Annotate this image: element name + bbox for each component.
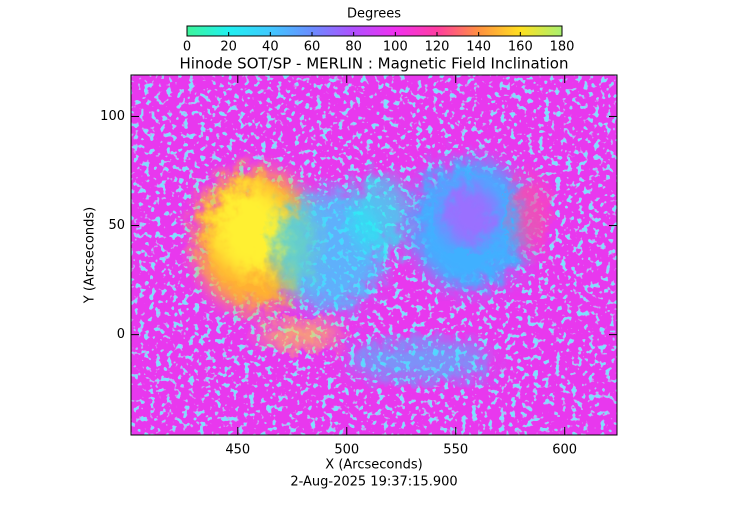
colorbar-tick-label: 160 [508,40,533,55]
colorbar-tick-label: 80 [345,40,362,55]
colorbar-tick-label: 0 [183,40,191,55]
colorbar-tick-label: 100 [383,40,408,55]
plot-frame [130,74,618,436]
x-tick-label: 450 [225,443,250,458]
colorbar-tick-label: 140 [466,40,491,55]
y-axis-title: Y (Arcseconds) [83,207,98,304]
x-tick-label: 550 [443,443,468,458]
colorbar-tick-label: 20 [220,40,237,55]
colorbar-label: Degrees [347,7,401,22]
x-tick-label: 500 [334,443,359,458]
heatmap-image [131,75,617,435]
colorbar-tick-label: 180 [550,40,575,55]
x-axis-title: X (Arcseconds) [325,458,422,473]
colorbar [186,25,563,37]
chart-title: Hinode SOT/SP - MERLIN : Magnetic Field … [180,55,569,73]
colorbar-tick-label: 40 [262,40,279,55]
y-tick-label: 100 [100,109,125,124]
y-tick-label: 0 [117,327,125,342]
y-tick-label: 50 [108,218,125,233]
colorbar-tick-label: 60 [304,40,321,55]
timestamp: 2-Aug-2025 19:37:15.900 [290,475,457,490]
x-tick-label: 600 [552,443,577,458]
colorbar-tick-label: 120 [425,40,450,55]
